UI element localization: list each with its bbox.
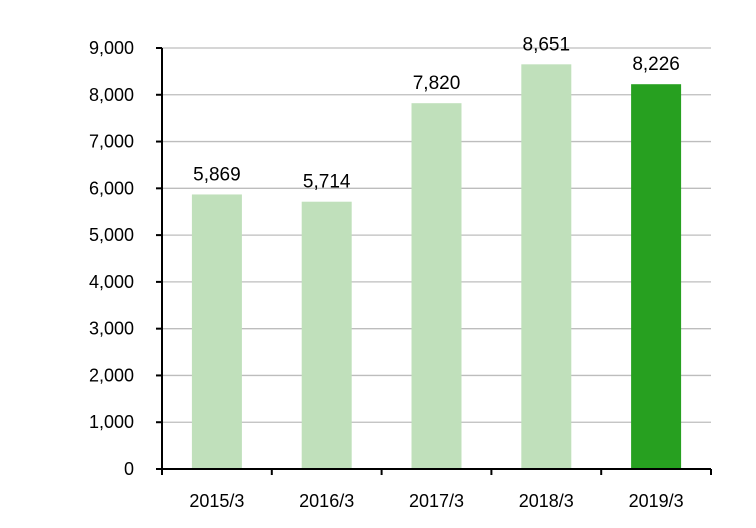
y-tick-label: 0 [124,459,134,479]
data-label: 7,820 [413,73,461,94]
y-tick-label: 7,000 [89,132,134,152]
bar-2016-3 [301,201,352,469]
y-tick-label: 8,000 [89,85,134,105]
x-tick-label: 2018/3 [519,491,574,511]
data-label: 5,869 [193,164,241,185]
labels-layer: 0 1,000 2,000 3,000 4,000 5,000 6,000 7,000 8,00… [89,34,684,511]
y-tick-label: 2,000 [89,365,134,385]
data-label: 8,226 [632,54,680,75]
y-tick-label: 6,000 [89,178,134,198]
data-label: 5,714 [303,172,351,193]
y-tick-label: 3,000 [89,319,134,339]
bar-2018-3 [521,64,572,470]
x-tick-label: 2015/3 [189,491,244,511]
y-tick-label: 1,000 [89,412,134,432]
bar-2019-3 [631,84,682,470]
x-tick-label: 2017/3 [409,491,464,511]
y-tick-label: 5,000 [89,225,134,245]
axis-layer [156,47,712,475]
bars-layer [191,64,682,470]
data-label: 8,651 [523,34,571,55]
bar-2017-3 [411,103,462,469]
y-tick-label: 9,000 [89,38,134,58]
bar-2015-3 [191,194,242,469]
x-tick-label: 2016/3 [299,491,354,511]
y-tick-label: 4,000 [89,272,134,292]
x-tick-label: 2019/3 [629,491,684,511]
